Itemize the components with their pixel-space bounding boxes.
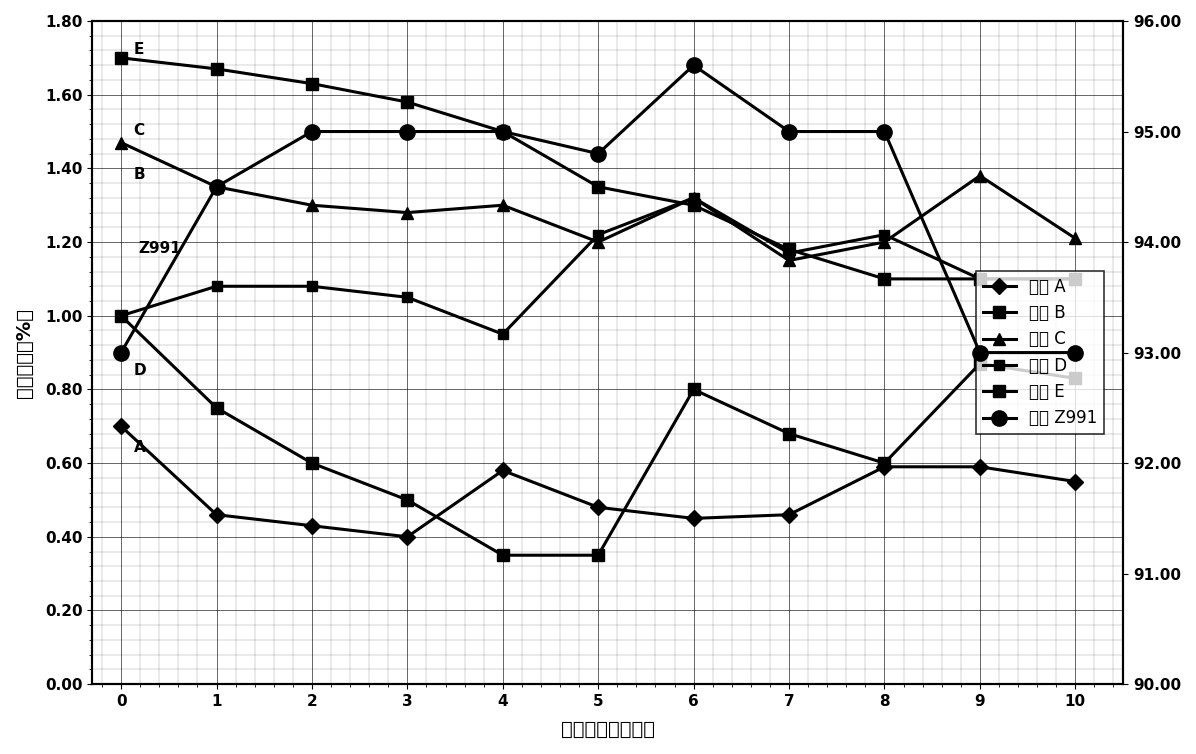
Text: C: C [134,123,145,138]
Text: B: B [134,167,145,182]
X-axis label: 染料溶液使用次数: 染料溶液使用次数 [561,720,654,739]
Text: Z991: Z991 [139,241,181,256]
Y-axis label: 杂质含量（%）: 杂质含量（%） [16,308,33,397]
Legend: 杂质 A, 杂质 B, 杂质 C, 杂质 D, 杂质 E, 染料 Z991: 杂质 A, 杂质 B, 杂质 C, 杂质 D, 杂质 E, 染料 Z991 [976,271,1104,434]
Text: D: D [134,363,146,378]
Text: A: A [134,440,145,455]
Text: E: E [134,42,144,57]
